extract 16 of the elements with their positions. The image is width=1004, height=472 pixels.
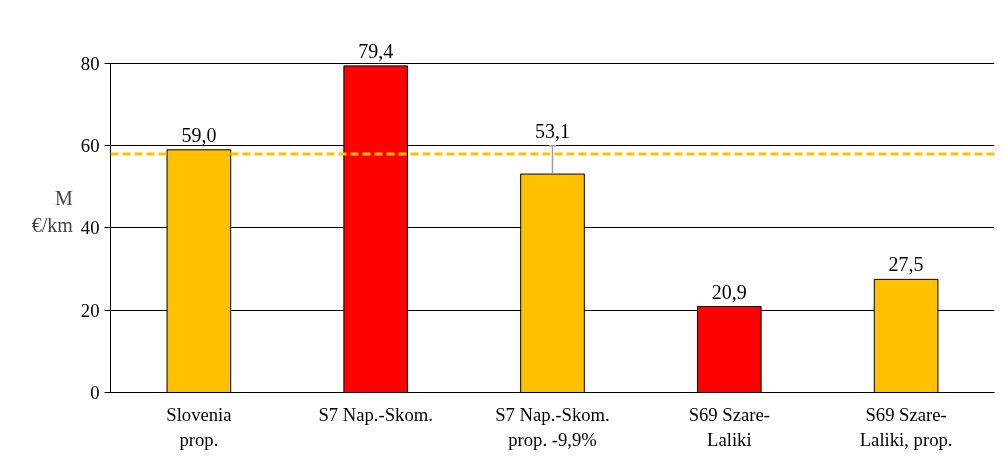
y-axis-title: M €/km: [31, 187, 74, 236]
y-tick-label: 60: [80, 135, 100, 157]
y-tick-label: 80: [80, 52, 100, 74]
x-tick-label: S7 Nap.-Skom.: [318, 403, 433, 425]
y-tick-label: 20: [80, 299, 100, 321]
y-tick-label: 0: [90, 382, 100, 403]
x-tick-label: S69 Szare-Laliki: [688, 403, 770, 450]
x-tick-label: Slovenia prop.: [166, 403, 233, 450]
data-label: 79,4: [358, 39, 394, 62]
data-label: 59,0: [181, 123, 217, 146]
y-tick-label: 40: [80, 217, 100, 239]
data-label: 20,9: [711, 280, 747, 303]
x-tick-label: S7 Nap.-Skom. prop. -9,9%: [495, 403, 610, 450]
data-label: 27,5: [888, 253, 924, 276]
x-tick-label: S69 Szare-Laliki, prop.: [859, 403, 953, 450]
data-label: 53,1: [535, 119, 570, 142]
